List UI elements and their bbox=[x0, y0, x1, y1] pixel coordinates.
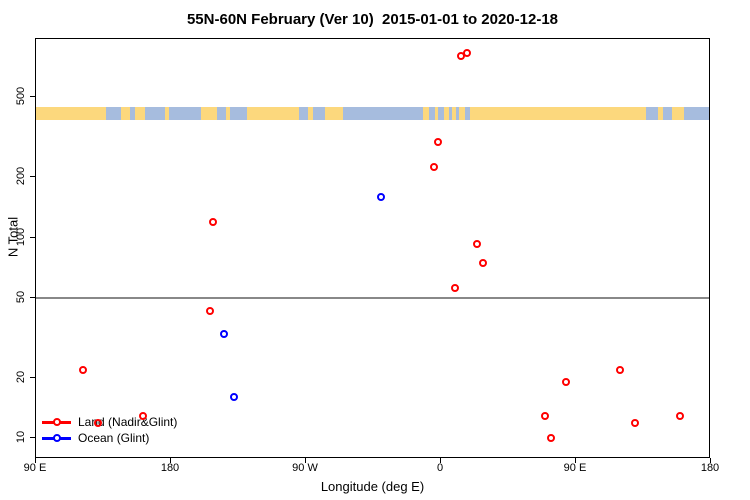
y-axis-tick bbox=[30, 297, 35, 298]
land-data-point bbox=[473, 239, 481, 248]
map-strip-land-segment bbox=[435, 107, 439, 120]
land-data-point bbox=[434, 137, 442, 146]
map-strip-land-segment bbox=[246, 107, 300, 120]
map-strip-land-segment bbox=[459, 107, 466, 120]
land-data-point bbox=[546, 434, 555, 443]
map-strip-land-segment bbox=[36, 107, 107, 120]
land-data-point bbox=[450, 284, 459, 293]
land-data-point bbox=[630, 418, 639, 427]
y-axis-tick-label: 500 bbox=[15, 86, 27, 106]
x-axis-tick-label: 180 bbox=[160, 462, 180, 474]
map-strip-land-segment bbox=[658, 107, 663, 120]
map-strip-land-segment bbox=[200, 107, 217, 120]
map-strip-land-segment bbox=[121, 107, 131, 120]
map-strip-land-segment bbox=[671, 107, 684, 120]
land-data-point bbox=[479, 258, 487, 267]
x-axis-tick-label: 90 E bbox=[563, 462, 587, 474]
map-strip-land-segment bbox=[451, 107, 457, 120]
x-axis-tick-label: 90 W bbox=[292, 462, 318, 474]
y-axis-tick bbox=[30, 96, 35, 98]
reference-line-50 bbox=[36, 297, 709, 299]
x-axis-title: Longitude (deg E) bbox=[320, 479, 425, 494]
legend-circle-blue bbox=[52, 434, 61, 442]
plot-area: Land (Nadir&Glint) Ocean (Glint) bbox=[35, 38, 710, 458]
map-strip-land-segment bbox=[423, 107, 430, 120]
land-series-marker-icon bbox=[42, 417, 71, 428]
x-axis-tick bbox=[170, 458, 171, 463]
map-strip-land-segment bbox=[308, 107, 313, 120]
legend-label-ocean: Ocean (Glint) bbox=[78, 431, 150, 445]
land-data-point bbox=[206, 307, 214, 316]
map-strip-land-segment bbox=[444, 107, 449, 120]
x-axis-tick-label: 180 bbox=[700, 462, 720, 474]
y-axis-tick-label: 20 bbox=[15, 370, 27, 384]
y-axis-title: N Total bbox=[5, 216, 21, 258]
land-data-point bbox=[615, 365, 624, 374]
land-data-point bbox=[540, 411, 549, 420]
ocean-data-point bbox=[230, 393, 238, 402]
x-axis-tick bbox=[710, 458, 711, 463]
land-data-point bbox=[209, 217, 217, 226]
map-strip-land-segment bbox=[225, 107, 231, 120]
ocean-series-marker-icon bbox=[42, 433, 71, 444]
y-axis-tick bbox=[30, 376, 35, 378]
x-axis-tick bbox=[305, 458, 306, 463]
y-axis-tick bbox=[30, 437, 35, 439]
map-strip-land-segment bbox=[469, 107, 647, 120]
ocean-data-point bbox=[219, 330, 228, 339]
land-data-point bbox=[429, 162, 438, 171]
map-strip-land-segment bbox=[324, 107, 343, 120]
ocean-data-point bbox=[377, 192, 385, 201]
x-axis-tick-label: 0 bbox=[436, 462, 444, 474]
land-data-point bbox=[78, 365, 87, 374]
land-data-point bbox=[138, 411, 147, 420]
x-axis-tick bbox=[440, 458, 441, 463]
y-axis-tick bbox=[30, 176, 35, 178]
y-axis-tick-label: 50 bbox=[15, 290, 27, 304]
x-axis-tick bbox=[575, 458, 576, 463]
legend-label-land: Land (Nadir&Glint) bbox=[78, 415, 178, 429]
world-map-strip bbox=[36, 107, 709, 120]
legend: Land (Nadir&Glint) Ocean (Glint) bbox=[42, 414, 177, 446]
legend-circle-red bbox=[52, 418, 61, 426]
y-axis-tick-label: 10 bbox=[15, 431, 27, 444]
y-axis-tick-label: 200 bbox=[15, 166, 27, 186]
land-data-point bbox=[561, 378, 570, 387]
land-data-point bbox=[93, 418, 102, 427]
x-axis-tick bbox=[35, 458, 36, 463]
map-strip-land-segment bbox=[164, 107, 170, 120]
legend-row-land: Land (Nadir&Glint) bbox=[42, 414, 177, 430]
x-axis-tick-label: 90 E bbox=[23, 462, 47, 474]
y-axis-tick bbox=[30, 236, 35, 238]
land-data-point bbox=[675, 411, 684, 420]
map-strip-land-segment bbox=[134, 107, 146, 120]
chart-title: 55N-60N February (Ver 10) 2015-01-01 to … bbox=[186, 11, 559, 28]
land-data-point bbox=[462, 48, 471, 57]
legend-row-ocean: Ocean (Glint) bbox=[42, 430, 177, 446]
